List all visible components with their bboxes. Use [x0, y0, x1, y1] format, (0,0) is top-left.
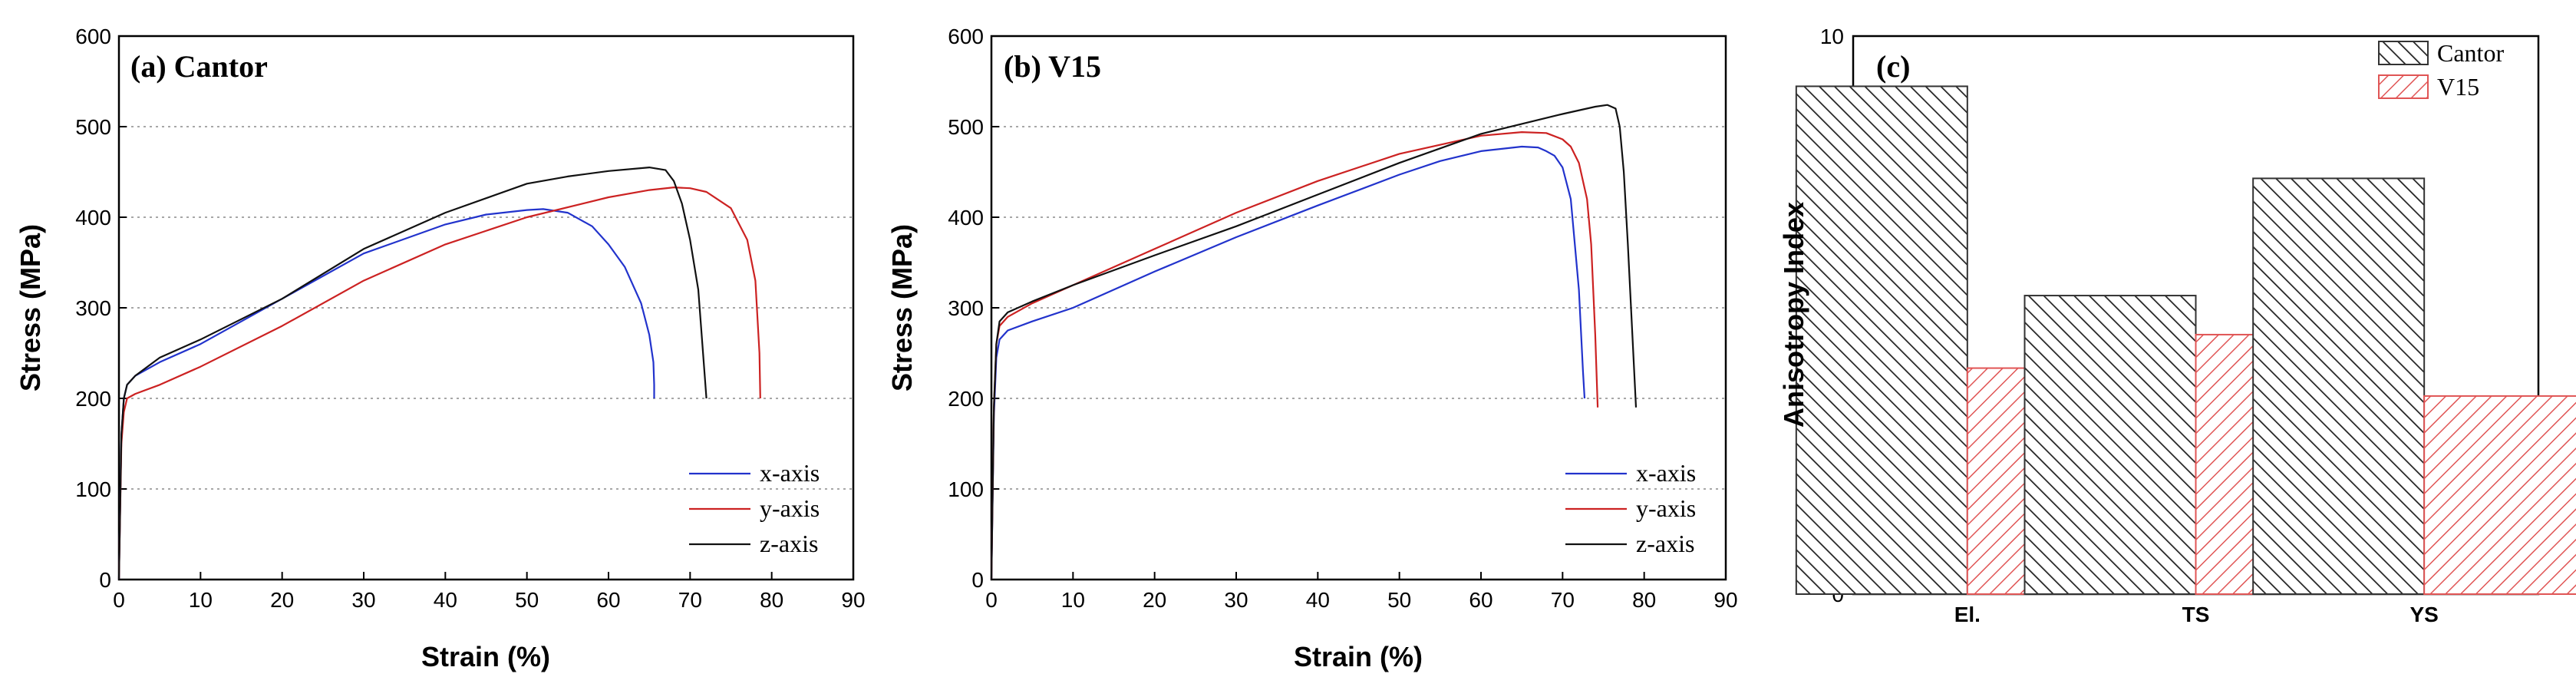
- bar-Cantor-YS: [2252, 177, 2426, 595]
- x-tick-labels: 0 10 20 30 40 50 60 70 80 90: [985, 588, 1737, 612]
- y-axis-title: Stress (MPa): [886, 224, 918, 391]
- x-tick-label: 20: [1143, 588, 1166, 612]
- series-line-y-axis: [117, 187, 761, 580]
- legend-label: y-axis: [1636, 494, 1696, 522]
- y-tick-labels: 0 100 200 300 400 500 600: [75, 25, 111, 592]
- legend-label: x-axis: [1636, 459, 1696, 487]
- y-tick-label: 400: [75, 206, 111, 230]
- y-tick-label: 0: [971, 568, 984, 592]
- x-tick-label: 40: [434, 588, 457, 612]
- x-tick-label: 40: [1306, 588, 1330, 612]
- plot-frame: [117, 35, 855, 581]
- x-tick-label: 90: [1713, 588, 1737, 612]
- legend-swatch-V15: [2378, 74, 2429, 99]
- y-tick-label: 600: [948, 25, 984, 48]
- x-tick-label: 50: [1387, 588, 1411, 612]
- bars: [1795, 85, 2576, 596]
- y-tick-label: 500: [948, 115, 984, 139]
- series-line-y-axis: [990, 131, 1599, 580]
- y-tick-label: 10: [1820, 25, 1844, 48]
- bar-V15-YS: [2423, 395, 2576, 595]
- tick-marks: [118, 35, 854, 580]
- legend-swatch-Cantor: [2378, 41, 2429, 65]
- x-tick-label: 80: [1632, 588, 1656, 612]
- legend-label: z-axis: [1636, 530, 1694, 557]
- y-tick-label: 100: [948, 477, 984, 501]
- x-axis-title: Strain (%): [1294, 641, 1423, 672]
- legend: Cantor V15: [2378, 39, 2504, 101]
- x-tick-labels: 0 10 20 30 40 50 60 70 80 90: [113, 588, 865, 612]
- x-tick-label: 30: [351, 588, 375, 612]
- plot-frame: [990, 35, 1727, 581]
- y-tick-label: 300: [948, 296, 984, 320]
- bar-Cantor-El.: [1795, 85, 1968, 596]
- y-tick-labels: 0 100 200 300 400 500 600: [948, 25, 984, 592]
- y-axis-title: Anisotropy Index: [1778, 202, 1809, 428]
- legend-label: y-axis: [760, 494, 820, 522]
- x-tick-label: 0: [985, 588, 998, 612]
- panel-label: (b) V15: [1004, 49, 1101, 84]
- x-tick-label: 70: [1551, 588, 1575, 612]
- y-tick-label: 500: [75, 115, 111, 139]
- x-axis-title: Strain (%): [421, 641, 550, 672]
- y-axis-title: Stress (MPa): [15, 224, 46, 391]
- y-tick-label: 600: [75, 25, 111, 48]
- panel-label: (c): [1876, 49, 1910, 84]
- legend-label: V15: [2437, 73, 2479, 101]
- series-line-z-axis: [117, 167, 707, 580]
- series-line-x-axis: [990, 145, 1586, 580]
- x-tick-label: 70: [678, 588, 702, 612]
- y-tick-label: 300: [75, 296, 111, 320]
- panel-b-v15-stress-strain: 0 10 20 30 40 50 60 70 80 90 0100200300400500600 …: [886, 25, 1738, 672]
- gridlines: [991, 126, 1726, 490]
- panel-label: (a) Cantor: [130, 49, 268, 84]
- legend: x-axis y-axis z-axis: [1565, 459, 1696, 557]
- series-line-x-axis: [117, 208, 655, 580]
- category-label: YS: [2409, 603, 2438, 626]
- tick-marks: [991, 35, 1727, 580]
- series-line-z-axis: [990, 104, 1638, 580]
- legend-label: x-axis: [760, 459, 820, 487]
- x-tick-label: 30: [1224, 588, 1248, 612]
- x-tick-label: 0: [113, 588, 125, 612]
- y-tick-label: 0: [99, 568, 111, 592]
- category-label: TS: [2182, 603, 2210, 626]
- category-label: El.: [1954, 603, 1981, 626]
- bar-Cantor-TS: [2024, 295, 2197, 595]
- y-tick-label: 100: [75, 477, 111, 501]
- x-tick-label: 50: [515, 588, 539, 612]
- series-lines: [990, 104, 1638, 580]
- legend-label: z-axis: [760, 530, 818, 557]
- y-tick-label: 400: [948, 206, 984, 230]
- x-tick-label: 60: [1469, 588, 1492, 612]
- x-tick-label: 80: [760, 588, 783, 612]
- x-category-labels: El. TS YS: [1954, 603, 2439, 626]
- y-tick-label: 200: [948, 387, 984, 411]
- legend-label: Cantor: [2437, 39, 2504, 67]
- legend: x-axis y-axis z-axis: [689, 459, 820, 557]
- series-lines: [117, 167, 761, 580]
- y-tick-label: 200: [75, 387, 111, 411]
- x-tick-label: 10: [1061, 588, 1085, 612]
- gridlines: [119, 126, 853, 490]
- x-tick-label: 90: [841, 588, 865, 612]
- x-tick-label: 60: [596, 588, 620, 612]
- x-tick-label: 10: [189, 588, 213, 612]
- panel-a-cantor-stress-strain: 0 10 20 30 40 50 60 70 80 90 0100200300400500600 …: [15, 25, 866, 672]
- x-tick-label: 20: [270, 588, 294, 612]
